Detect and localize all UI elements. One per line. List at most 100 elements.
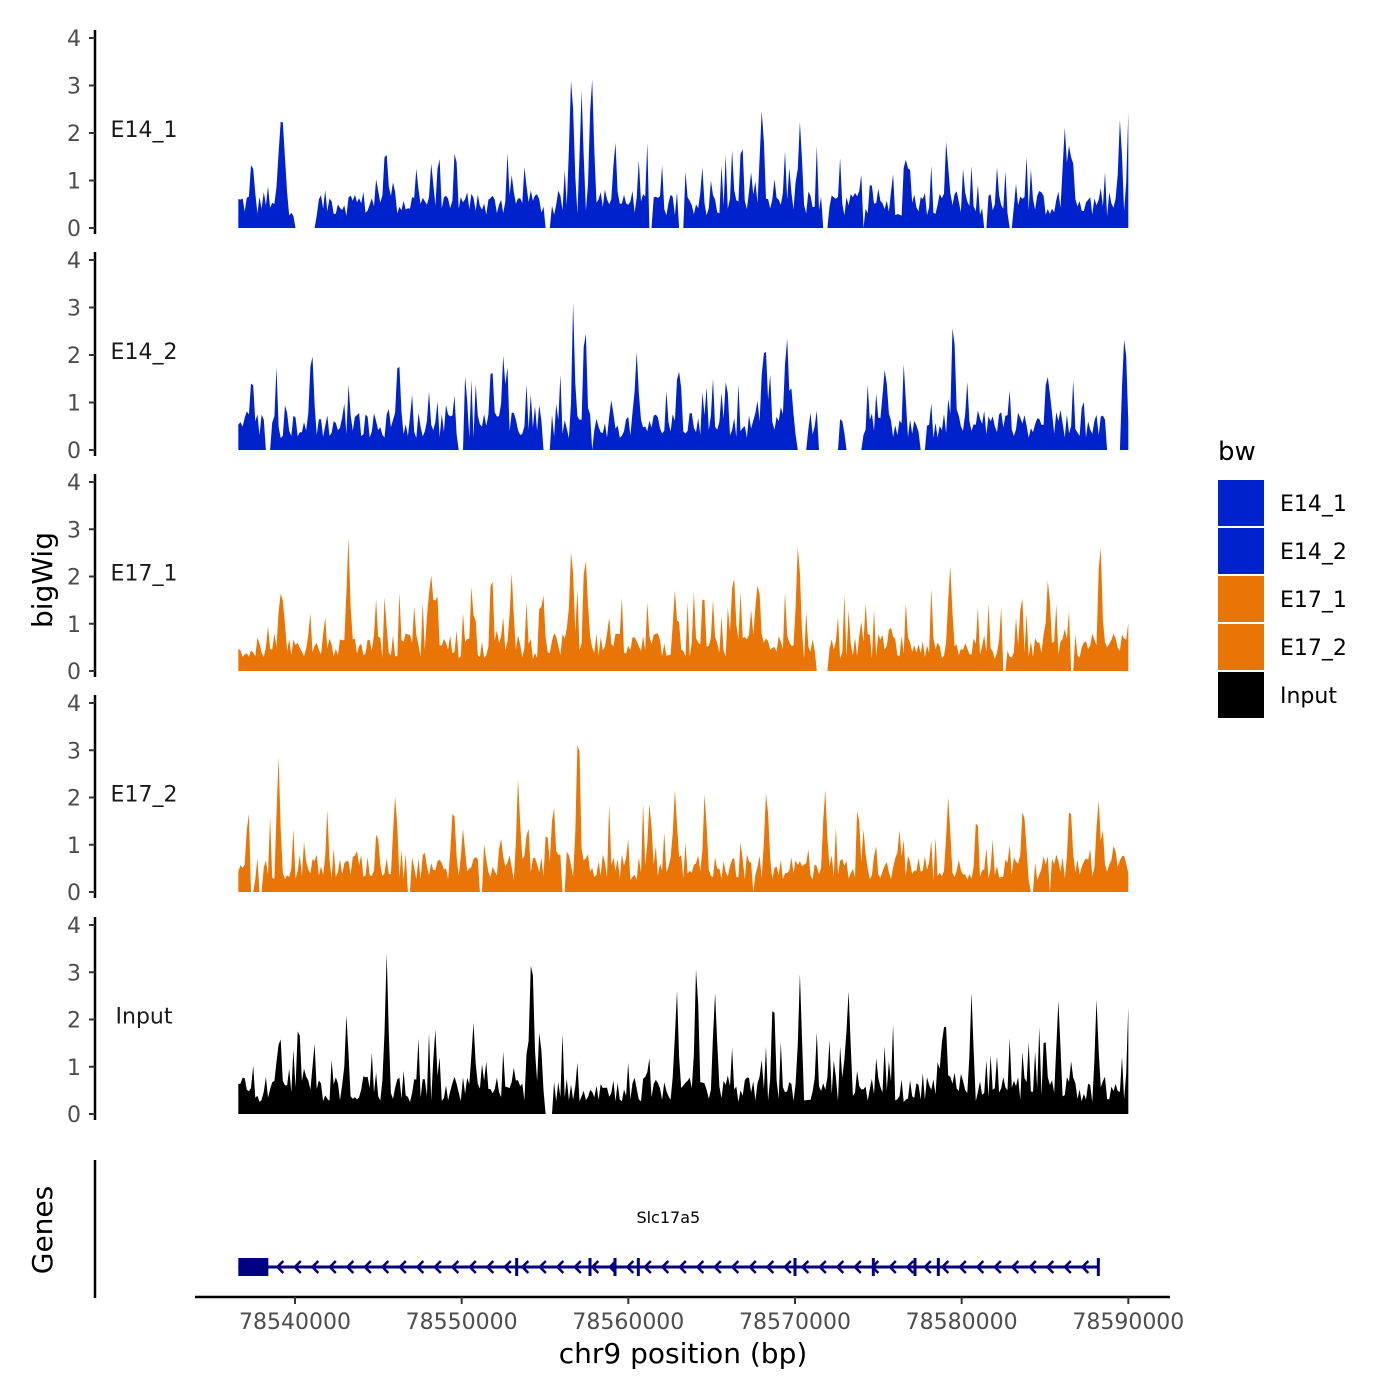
strand-arrow — [678, 1260, 687, 1274]
strand-arrow — [345, 1260, 355, 1274]
y-tick-label: 1 — [67, 392, 81, 417]
y-tick-label: 3 — [67, 518, 81, 543]
legend-label-E17_1: E17_1 — [1280, 588, 1347, 613]
strand-arrow — [503, 1260, 512, 1274]
strand-arrow — [520, 1260, 530, 1274]
strand-arrow — [310, 1260, 320, 1274]
strand-arrow — [660, 1260, 670, 1274]
strand-arrow — [450, 1260, 460, 1274]
x-axis-title: chr9 position (bp) — [559, 1337, 808, 1370]
x-tick-label: 78590000 — [1072, 1310, 1184, 1335]
tracks-panel: 0 1 2 3 4 E14_1 0 1 2 3 4 E14_2 0 1 2 3 4 E17_1 0 1 2 3 4 E17_2… — [67, 27, 1129, 1128]
legend-swatch-E17_1 — [1218, 576, 1264, 622]
strand-arrow — [468, 1260, 477, 1274]
y-tick-label: 1 — [67, 1056, 81, 1081]
y-tick-label: 0 — [67, 439, 81, 464]
y-tick-label: 3 — [67, 297, 81, 322]
track-Input: 0 1 2 3 4 Input — [67, 914, 1129, 1128]
strand-arrow — [958, 1260, 967, 1274]
legend-label-E17_2: E17_2 — [1280, 636, 1347, 661]
strand-arrow — [328, 1260, 337, 1274]
y-tick-label: 0 — [67, 660, 81, 685]
strand-arrow — [1010, 1260, 1020, 1274]
strand-arrow — [748, 1260, 757, 1274]
track-label-Input: Input — [116, 1005, 173, 1030]
track-E17_2: 0 1 2 3 4 E17_2 — [67, 692, 1129, 906]
legend-swatch-E17_2 — [1218, 624, 1264, 670]
track-label-E17_1: E17_1 — [111, 562, 178, 587]
legend-label-Input: Input — [1280, 684, 1337, 709]
strand-arrow — [1063, 1260, 1072, 1274]
strand-arrow — [1080, 1260, 1090, 1274]
legend-swatch-Input — [1218, 672, 1264, 718]
strand-arrow — [835, 1260, 845, 1274]
strand-arrow — [765, 1260, 775, 1274]
y-tick-label: 1 — [67, 834, 81, 859]
strand-arrow — [888, 1260, 897, 1274]
strand-arrow — [380, 1260, 390, 1274]
strand-arrow — [538, 1260, 547, 1274]
strand-arrow — [555, 1260, 565, 1274]
y-tick-label: 0 — [67, 217, 81, 242]
legend-swatch-E14_1 — [1218, 480, 1264, 526]
strand-arrow — [853, 1260, 862, 1274]
strand-arrow — [415, 1260, 425, 1274]
y-tick-label: 3 — [67, 739, 81, 764]
y-tick-label: 0 — [67, 1103, 81, 1128]
y-tick-label: 3 — [67, 75, 81, 100]
strand-arrow — [800, 1260, 810, 1274]
strand-arrow — [818, 1260, 827, 1274]
x-tick-label: 78570000 — [739, 1310, 851, 1335]
y-tick-label: 4 — [67, 914, 81, 939]
y-tick-label: 2 — [67, 566, 81, 591]
x-tick-label: 78560000 — [572, 1310, 684, 1335]
y-tick-label: 0 — [67, 881, 81, 906]
x-tick-label: 78550000 — [406, 1310, 518, 1335]
strand-arrow — [695, 1260, 705, 1274]
strand-arrow — [783, 1260, 792, 1274]
strand-arrow — [713, 1260, 722, 1274]
strand-arrow — [643, 1260, 652, 1274]
gene-exon-block — [238, 1258, 269, 1276]
y-tick-label: 4 — [67, 27, 81, 52]
strand-arrow — [993, 1260, 1002, 1274]
signal-area-E17_2 — [238, 745, 1129, 892]
y-tick-label: 4 — [67, 471, 81, 496]
strand-arrow — [573, 1260, 582, 1274]
strand-arrow — [275, 1260, 285, 1274]
y-tick-label: 2 — [67, 787, 81, 812]
track-E14_2: 0 1 2 3 4 E14_2 — [67, 249, 1129, 464]
strand-arrow — [590, 1260, 600, 1274]
signal-area-Input — [238, 953, 1129, 1114]
y-tick-label: 2 — [67, 122, 81, 147]
signal-area-E14_1 — [238, 79, 1129, 228]
genes-panel: Slc17a5 — [93, 1160, 1100, 1298]
y-tick-label: 2 — [67, 1009, 81, 1034]
legend-swatch-E14_2 — [1218, 528, 1264, 574]
legend-label-E14_2: E14_2 — [1280, 540, 1347, 565]
legend-label-E14_1: E14_1 — [1280, 492, 1347, 517]
y-tick-label: 1 — [67, 613, 81, 638]
strand-arrow — [975, 1260, 985, 1274]
strand-arrow — [1045, 1260, 1055, 1274]
y-tick-label: 2 — [67, 344, 81, 369]
strand-arrow — [870, 1260, 880, 1274]
y-tick-label: 4 — [67, 249, 81, 274]
track-E14_1: 0 1 2 3 4 E14_1 — [67, 27, 1129, 242]
strand-arrow — [905, 1260, 915, 1274]
legend-title: bw — [1218, 437, 1256, 467]
gene-name-label: Slc17a5 — [636, 1208, 700, 1227]
strand-arrow — [433, 1260, 442, 1274]
track-label-E17_2: E17_2 — [111, 783, 178, 808]
strand-arrow — [1028, 1260, 1037, 1274]
strand-arrow — [923, 1260, 932, 1274]
y-tick-label: 4 — [67, 692, 81, 717]
track-label-E14_1: E14_1 — [111, 118, 178, 143]
signal-area-E14_2 — [238, 302, 1129, 450]
genes-panel-title: Genes — [26, 1186, 59, 1274]
y-tick-label: 3 — [67, 961, 81, 986]
strand-arrow — [293, 1260, 302, 1274]
signal-area-E17_1 — [238, 537, 1129, 671]
x-tick-label: 78580000 — [906, 1310, 1018, 1335]
